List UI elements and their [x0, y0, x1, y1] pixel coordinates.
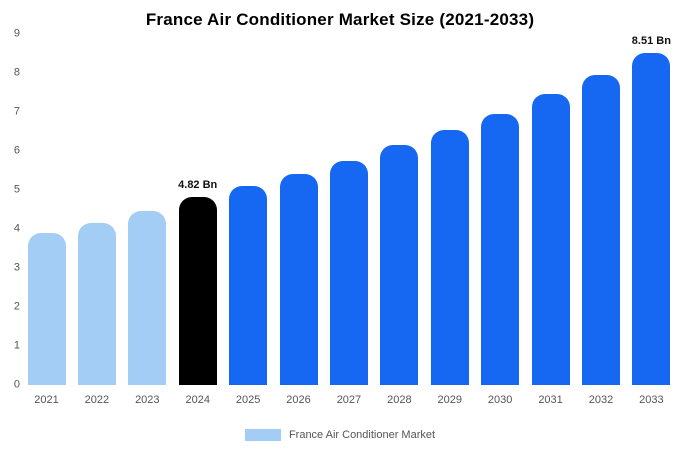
y-tick-label: 1 — [13, 339, 20, 352]
bar-2025 — [229, 186, 268, 385]
bar-column: 2031 — [528, 34, 573, 411]
legend-swatch-icon — [244, 429, 281, 441]
bar-area — [528, 34, 573, 385]
bar-area — [125, 34, 170, 385]
bar-2022 — [77, 223, 116, 385]
x-axis-label: 2029 — [437, 394, 462, 406]
y-tick-label: 3 — [13, 261, 20, 274]
bar-2028 — [380, 145, 419, 385]
y-tick-label: 8 — [13, 66, 20, 79]
bar-column: 2028 — [377, 34, 422, 411]
x-axis-label: 2032 — [588, 394, 614, 406]
x-axis-label: 2023 — [135, 394, 160, 406]
bar-2021 — [27, 232, 66, 385]
y-tick-label: 2 — [13, 300, 20, 313]
bar-2031 — [531, 94, 570, 385]
x-axis-label: 2030 — [487, 394, 513, 406]
bars: 2021 2022 2023 4.82 Bn 2024 2025 2026 2027 2028 2… — [24, 34, 674, 411]
x-axis-label: 2033 — [639, 394, 664, 406]
bar-column: 8.51 Bn 2033 — [629, 34, 674, 411]
bar-column: 2030 — [478, 34, 523, 411]
y-tick-label: 0 — [13, 378, 20, 391]
bar-area — [74, 34, 119, 385]
y-tick-label: 5 — [13, 183, 20, 196]
bar-2030 — [481, 113, 520, 385]
bar-column: 2027 — [326, 34, 371, 411]
bar-2023 — [128, 211, 167, 385]
bar-area — [478, 34, 523, 385]
x-axis-label: 2025 — [235, 394, 261, 406]
y-tick-label: 4 — [13, 222, 20, 235]
bar-area — [578, 34, 623, 385]
legend-label: France Air Conditioner Market — [288, 429, 436, 441]
bar-2027 — [329, 160, 368, 385]
bar-column: 2032 — [578, 34, 623, 411]
bar-area: 8.51 Bn — [629, 34, 674, 385]
bar-area — [326, 34, 371, 385]
y-tick-label: 9 — [13, 27, 20, 40]
bar-column: 2021 — [24, 34, 69, 411]
x-axis-label: 2027 — [336, 394, 362, 406]
x-axis-label: 2031 — [538, 394, 563, 406]
legend: France Air Conditioner Market — [0, 429, 680, 441]
bar-area — [427, 34, 472, 385]
chart-title: France Air Conditioner Market Size (2021… — [145, 10, 535, 29]
x-axis-label: 2028 — [387, 394, 412, 406]
y-tick-label: 7 — [13, 105, 20, 118]
bar-column: 2022 — [74, 34, 119, 411]
bar-area — [226, 34, 271, 385]
data-label: 8.51 Bn — [631, 35, 671, 48]
bar-area — [377, 34, 422, 385]
y-tick-label: 6 — [13, 144, 20, 157]
bar-column: 4.82 Bn 2024 — [175, 34, 220, 411]
bar-column: 2029 — [427, 34, 472, 411]
bar-column: 2026 — [276, 34, 321, 411]
x-axis-label: 2021 — [34, 394, 59, 406]
x-axis-label: 2022 — [84, 394, 110, 406]
bar-2029 — [430, 129, 469, 385]
bar-2032 — [581, 74, 620, 385]
x-axis-label: 2026 — [286, 394, 311, 406]
bar-2026 — [279, 174, 318, 385]
data-label: 4.82 Bn — [178, 179, 218, 192]
bar-column: 2023 — [125, 34, 170, 411]
x-axis-label: 2024 — [185, 394, 210, 406]
bar-2033 — [632, 53, 671, 385]
bar-column: 2025 — [226, 34, 271, 411]
bar-area: 4.82 Bn — [175, 34, 220, 385]
bar-area — [276, 34, 321, 385]
y-axis: 0 1 2 3 4 5 6 7 8 9 — [4, 28, 20, 390]
bar-area — [24, 34, 69, 385]
bar-2024 — [178, 197, 217, 385]
